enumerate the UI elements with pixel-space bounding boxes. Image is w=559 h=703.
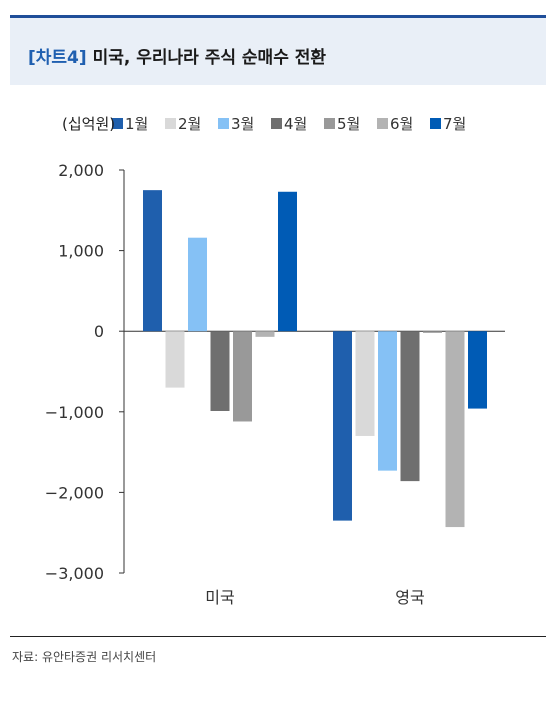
source-note: 자료: 유안타증권 리서치센터 bbox=[12, 650, 157, 664]
legend-swatch bbox=[165, 118, 176, 129]
bar bbox=[143, 190, 162, 332]
x-category-label: 영국 bbox=[395, 588, 424, 607]
legend-swatch bbox=[430, 118, 441, 129]
bar bbox=[423, 331, 442, 333]
bar bbox=[165, 331, 185, 388]
bar bbox=[188, 237, 207, 332]
legend-label: 4월 bbox=[284, 115, 307, 133]
y-tick-label: 0 bbox=[94, 322, 104, 341]
legend: 1월 2월 3월 4월 5월 6월 7월 bbox=[112, 115, 466, 133]
legend-label: 3월 bbox=[231, 115, 254, 133]
bar bbox=[355, 331, 375, 436]
legend-label: 5월 bbox=[337, 115, 360, 133]
legend-swatch bbox=[271, 118, 282, 129]
legend-label: 1월 bbox=[125, 115, 148, 133]
bar bbox=[278, 191, 297, 332]
unit-label: (십억원) bbox=[62, 115, 115, 133]
x-category-label: 미국 bbox=[205, 588, 234, 607]
legend-label: 6월 bbox=[390, 115, 413, 133]
category-labels: 미국 영국 bbox=[205, 588, 424, 607]
legend-swatch bbox=[324, 118, 335, 129]
bars bbox=[143, 190, 487, 528]
y-tick-label: 1,000 bbox=[58, 242, 104, 261]
bar bbox=[333, 331, 352, 521]
chart-tag: [차트4] bbox=[28, 48, 87, 68]
y-tick-label: −3,000 bbox=[45, 564, 104, 583]
chart-title-text: 미국, 우리나라 주식 순매수 전환 bbox=[92, 48, 327, 68]
bar bbox=[255, 331, 275, 337]
bar bbox=[445, 331, 465, 528]
title-bar: [차트4] 미국, 우리나라 주식 순매수 전환 bbox=[10, 15, 546, 85]
chart-title: [차트4] 미국, 우리나라 주식 순매수 전환 bbox=[28, 43, 326, 68]
bar bbox=[400, 331, 420, 482]
legend-swatch bbox=[112, 118, 123, 129]
y-tick-label: 2,000 bbox=[58, 161, 104, 180]
bar bbox=[233, 331, 252, 422]
y-tick-label: −1,000 bbox=[45, 403, 104, 422]
y-tick-label: −2,000 bbox=[45, 483, 104, 502]
axes: 2,000 1,000 0 −1,000 −2,000 −3,000 bbox=[45, 161, 505, 583]
bar bbox=[378, 331, 397, 471]
legend-swatch bbox=[218, 118, 229, 129]
legend-swatch bbox=[377, 118, 388, 129]
legend-label: 2월 bbox=[178, 115, 201, 133]
bar-chart: 1월 2월 3월 4월 5월 6월 7월 (십억원) 2,000 1,000 0 −1,000 −2… bbox=[45, 115, 505, 607]
bar bbox=[210, 331, 230, 411]
footer-divider bbox=[10, 636, 546, 637]
legend-label: 7월 bbox=[443, 115, 466, 133]
bar bbox=[468, 331, 487, 409]
